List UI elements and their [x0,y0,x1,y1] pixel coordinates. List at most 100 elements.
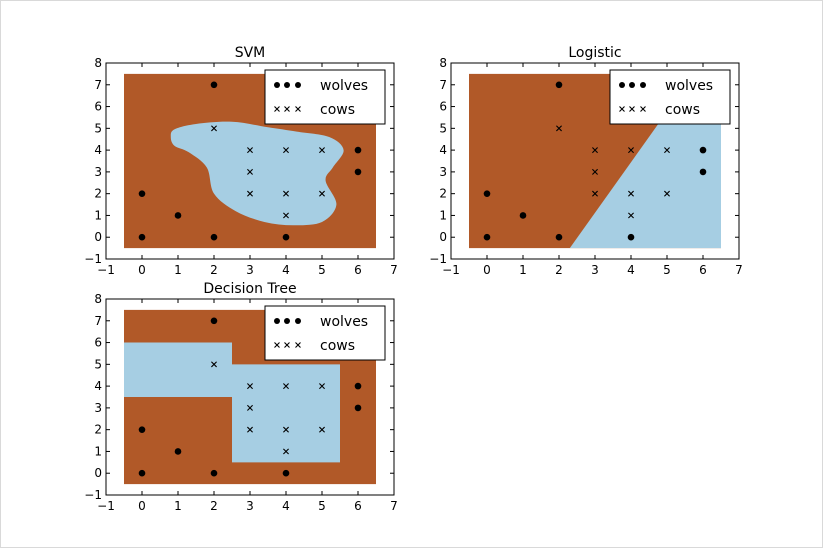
data-point [283,147,289,154]
data-point [354,404,362,412]
data-point [627,233,635,241]
data-point [282,233,290,241]
data-point [319,426,325,433]
data-point [519,212,527,219]
y-tick-label: 6 [439,100,447,114]
legend-wolves-marker [274,82,280,88]
decision-region [569,121,721,249]
legend-wolves-marker [284,318,290,324]
y-tick-label: 0 [439,230,447,244]
legend-cows-marker [629,106,635,112]
y-tick-label: 5 [94,121,102,135]
data-point [283,383,289,390]
data-point [592,190,598,197]
legend-box [264,305,386,361]
x-tick-label: 1 [519,263,527,277]
legend-cows-marker [619,106,625,112]
legend-cows-marker [295,342,301,348]
data-point [211,361,217,368]
legend-wolves-marker [295,82,301,88]
data-point [283,426,289,433]
y-tick-label: 7 [94,314,102,328]
legend-label: wolves [665,78,713,94]
legend-wolves-marker [274,318,280,324]
y-tick-label: 3 [439,165,447,179]
x-tick-label: 5 [318,263,326,277]
legend-wolves-marker [295,318,301,324]
data-point [282,469,290,477]
data-point [699,146,707,154]
legend-label: cows [320,338,355,354]
data-point [247,190,253,197]
y-tick-label: 7 [94,78,102,92]
legend-wolves-marker [284,82,290,88]
data-point [628,190,634,197]
y-tick-label: 2 [94,423,102,437]
x-tick-label: 2 [210,263,218,277]
data-point [138,233,146,241]
legend-box [609,69,731,125]
data-point [699,168,707,176]
x-tick-label: −1 [442,263,460,277]
data-point [555,81,563,89]
data-point [174,212,182,219]
x-tick-label: 3 [591,263,599,277]
data-point [210,233,218,241]
data-point [138,426,146,433]
legend-wolves-marker [629,82,635,88]
data-point [483,233,491,241]
data-point [354,146,362,154]
x-tick-label: 2 [555,263,563,277]
data-point [283,448,289,455]
legend-label: wolves [320,78,368,94]
data-point [247,168,253,175]
y-tick-label: 2 [439,187,447,201]
data-point [138,469,146,477]
chart-panel-2: −1 0 1 2 3 4 5 6 7 −1 0 1 2 3 4 5 6 7 8 Logistic wolves cows [429,45,743,277]
y-tick-label: 4 [439,143,447,157]
data-point [664,147,670,154]
data-point [210,81,218,89]
x-tick-label: −1 [97,499,115,513]
legend: wolves cows [264,305,386,361]
data-point [664,190,670,197]
y-tick-label: 5 [94,357,102,371]
y-tick-label: 0 [94,230,102,244]
data-point [283,212,289,219]
y-tick-label: 8 [439,56,447,70]
x-tick-label: 5 [318,499,326,513]
data-point [592,168,598,175]
legend-cows-marker [284,342,290,348]
chart-panel-3: −1 0 1 2 3 4 5 6 7 −1 0 1 2 3 4 5 6 7 8 Decision Tree wolves… [84,281,398,513]
data-point [319,190,325,197]
data-point [247,383,253,390]
x-tick-label: 3 [246,263,254,277]
y-tick-label: 1 [94,444,102,458]
decision-region [170,121,344,226]
data-point [354,382,362,390]
x-tick-label: 4 [282,499,290,513]
chart-title: Decision Tree [203,281,296,297]
data-point [592,147,598,154]
data-point [354,168,362,176]
y-tick-label: 7 [439,78,447,92]
x-tick-label: 4 [627,263,635,277]
data-point [556,125,562,132]
y-tick-label: 6 [94,100,102,114]
data-point [319,147,325,154]
data-point [319,383,325,390]
x-tick-label: 0 [138,499,146,513]
y-tick-label: 3 [94,401,102,415]
data-point [211,125,217,132]
y-tick-label: 0 [94,466,102,480]
y-tick-label: −1 [429,252,447,266]
y-tick-label: −1 [84,252,102,266]
legend-wolves-marker [619,82,625,88]
data-point [483,190,491,197]
data-point [210,317,218,325]
data-point [247,404,253,411]
data-point [283,190,289,197]
data-point [555,233,563,241]
x-tick-label: 6 [354,499,362,513]
